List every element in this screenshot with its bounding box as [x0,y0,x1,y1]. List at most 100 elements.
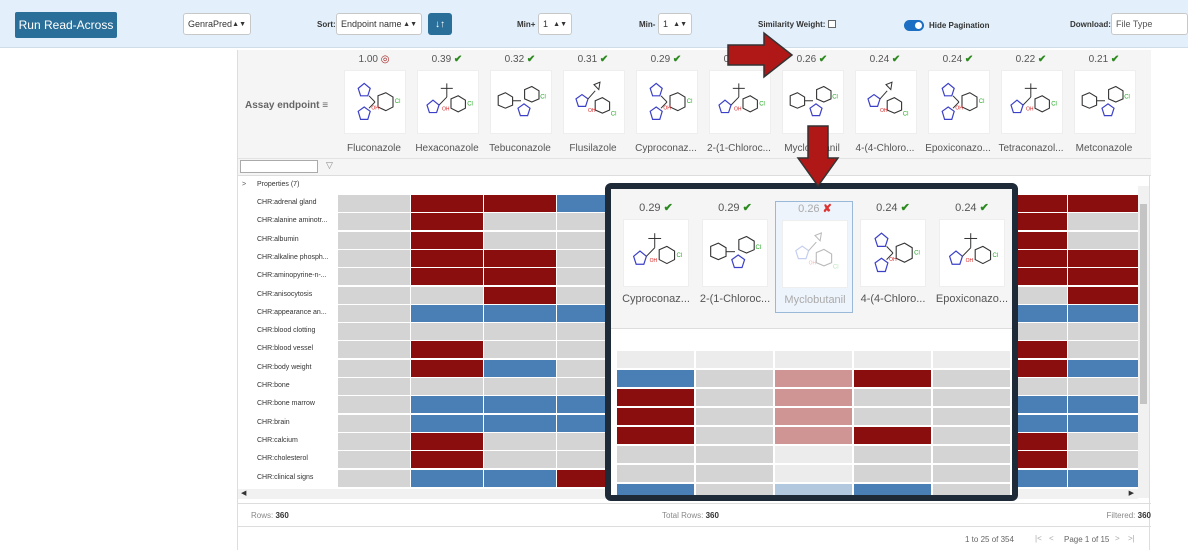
zoom-activity-cell[interactable] [854,465,931,482]
run-read-across-button[interactable]: Run Read-Across [15,12,117,38]
activity-cell[interactable] [1068,432,1140,450]
zoom-activity-cell[interactable] [696,427,773,444]
zoom-activity-cell[interactable] [696,370,773,387]
activity-cell[interactable] [484,341,556,359]
sort-select[interactable]: Endpoint name ▲▼ [336,13,422,35]
zoom-activity-cell[interactable] [617,408,694,425]
endpoint-label[interactable]: CHR:bone marrow [257,400,315,408]
activity-cell[interactable] [338,304,410,322]
zoom-activity-cell[interactable] [775,446,852,463]
zoom-activity-cell[interactable] [775,408,852,425]
activity-cell[interactable] [411,231,483,249]
activity-cell[interactable] [338,213,410,231]
zoom-activity-cell[interactable] [854,427,931,444]
activity-cell[interactable] [338,414,410,432]
endpoint-label[interactable]: CHR:body weight [257,363,312,371]
compound-column[interactable]: 0.29 ✔ Cl OH2-(1-Chloroc... [703,50,775,160]
endpoint-label[interactable]: CHR:aminopyrine-n-... [257,272,327,280]
activity-cell[interactable] [411,378,483,395]
activity-cell[interactable] [1068,249,1140,267]
activity-cell[interactable] [1068,451,1140,469]
zoom-activity-cell[interactable] [775,389,852,406]
activity-cell[interactable] [484,249,556,267]
zoom-activity-cell[interactable] [933,408,1010,425]
scroll-left-icon[interactable]: ◀ [241,490,247,497]
endpoint-label[interactable]: CHR:blood vessel [257,345,314,353]
scroll-right-icon[interactable]: ▶ [1128,490,1134,497]
activity-cell[interactable] [338,286,410,304]
activity-cell[interactable] [484,268,556,286]
activity-cell[interactable] [411,432,483,450]
endpoint-label[interactable]: CHR:alkaline phosph... [257,253,329,261]
activity-cell[interactable] [484,213,556,231]
activity-cell[interactable] [411,249,483,267]
zoom-activity-cell[interactable] [617,484,694,495]
activity-cell[interactable] [338,268,410,286]
activity-cell[interactable] [338,249,410,267]
zoom-activity-cell[interactable] [854,370,931,387]
zoom-activity-cell[interactable] [775,465,852,482]
last-page-icon[interactable]: >| [1128,534,1135,543]
compound-column[interactable]: 0.32 ✔ Cl Tebuconazole [484,50,556,160]
endpoint-label[interactable]: CHR:appearance an... [257,308,327,316]
activity-cell[interactable] [1068,268,1140,286]
zoom-activity-cell[interactable] [933,389,1010,406]
zoom-activity-cell[interactable] [775,370,852,387]
activity-cell[interactable] [411,469,483,487]
activity-cell[interactable] [411,341,483,359]
prev-page-icon[interactable]: < [1049,534,1054,543]
compound-column[interactable]: 1.00 ◎ Cl OH Fluconazole [338,50,410,160]
endpoint-label[interactable]: CHR:brain [257,418,290,426]
activity-cell[interactable] [411,451,483,469]
hide-pagination-toggle[interactable] [904,20,924,31]
endpoint-label[interactable]: CHR:alanine aminotr... [257,217,328,225]
zoom-activity-cell[interactable] [933,446,1010,463]
compound-column[interactable]: 0.31 ✔ Cl OH Flusilazole [557,50,629,160]
activity-cell[interactable] [338,323,410,341]
activity-cell[interactable] [484,195,556,212]
activity-cell[interactable] [484,304,556,322]
zoom-activity-cell[interactable] [933,484,1010,495]
activity-cell[interactable] [338,469,410,487]
activity-cell[interactable] [1068,213,1140,231]
activity-cell[interactable] [411,359,483,377]
activity-cell[interactable] [338,231,410,249]
zoom-activity-cell[interactable] [775,427,852,444]
zoom-activity-cell[interactable] [696,465,773,482]
next-page-icon[interactable]: > [1115,534,1120,543]
zoom-activity-cell[interactable] [933,465,1010,482]
endpoint-label[interactable]: CHR:blood clotting [257,327,316,335]
activity-cell[interactable] [1068,359,1140,377]
first-page-icon[interactable]: |< [1035,534,1042,543]
activity-cell[interactable] [411,195,483,212]
assay-endpoint-header[interactable]: Assay endpoint ≡ [245,100,329,111]
zoom-activity-cell[interactable] [617,370,694,387]
activity-cell[interactable] [338,195,410,212]
zoom-compound-column[interactable]: 0.24 ✔ Cl OH Epoxiconazo... [933,189,1011,329]
zoom-activity-cell[interactable] [617,351,694,368]
similarity-weight-checkbox[interactable] [828,20,836,28]
activity-cell[interactable] [1068,323,1140,341]
endpoint-label[interactable]: CHR:clinical signs [257,473,314,481]
endpoint-label[interactable]: CHR:calcium [257,436,298,444]
zoom-activity-cell[interactable] [854,351,931,368]
zoom-activity-cell[interactable] [775,484,852,495]
zoom-activity-cell[interactable] [933,351,1010,368]
min-minus-select[interactable]: 1 ▲▼ [658,13,692,35]
sort-direction-button[interactable]: ↓↑ [428,13,452,35]
zoom-compound-column[interactable]: 0.26 ✘ Cl OH Myclobutanil [775,201,853,313]
endpoint-filter-input[interactable] [240,160,318,173]
properties-group-label[interactable]: Properties (7) [257,181,300,188]
compound-column[interactable]: 0.24 ✔ Cl OH 4-(4-Chloro... [849,50,921,160]
activity-cell[interactable] [338,432,410,450]
activity-cell[interactable] [1068,195,1140,212]
zoom-compound-column[interactable]: 0.24 ✔ Cl OH 4-(4-Chloro... [854,189,932,329]
activity-cell[interactable] [1068,304,1140,322]
activity-cell[interactable] [411,213,483,231]
zoom-activity-cell[interactable] [617,465,694,482]
activity-cell[interactable] [411,323,483,341]
zoom-activity-cell[interactable] [617,389,694,406]
zoom-activity-cell[interactable] [854,446,931,463]
zoom-activity-cell[interactable] [696,446,773,463]
zoom-activity-cell[interactable] [617,427,694,444]
